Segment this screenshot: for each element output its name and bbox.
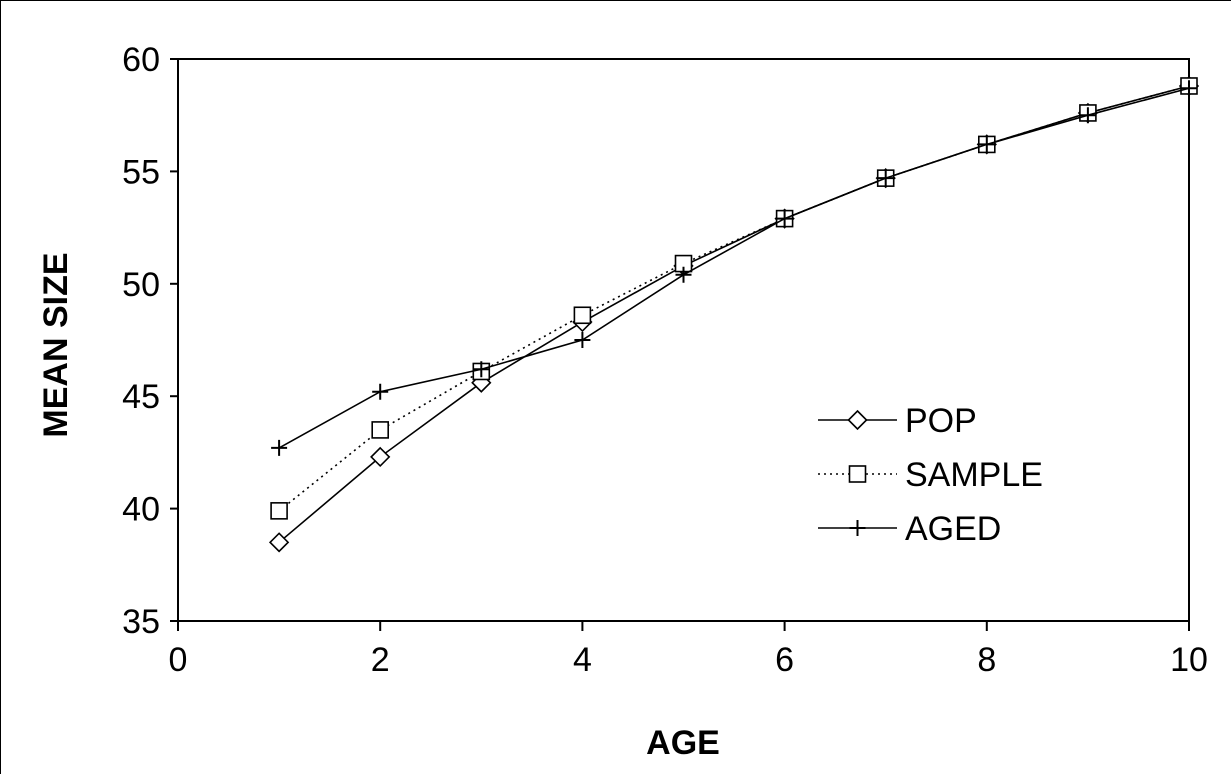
data-point-aged bbox=[776, 210, 793, 227]
data-point-aged bbox=[1079, 107, 1096, 124]
y-tick-label: 55 bbox=[122, 153, 160, 191]
data-point-pop bbox=[370, 446, 391, 468]
series-line-pop bbox=[278, 85, 1190, 543]
series-line-aged bbox=[278, 87, 1190, 449]
legend-marker-aged bbox=[849, 520, 866, 536]
x-tick-label: 0 bbox=[169, 641, 188, 679]
x-tick-label: 6 bbox=[775, 641, 794, 679]
y-tick-label: 45 bbox=[122, 378, 160, 416]
x-tick-label: 2 bbox=[371, 641, 390, 679]
legend-marker-sample bbox=[848, 465, 867, 483]
data-point-sample bbox=[573, 306, 592, 325]
data-point-aged bbox=[473, 361, 490, 378]
x-tick-label: 4 bbox=[573, 641, 592, 679]
series-layer bbox=[268, 75, 1200, 553]
data-point-sample bbox=[371, 421, 390, 439]
legend-item-sample: SAMPLE bbox=[818, 456, 1043, 494]
legend-item-pop: POP bbox=[818, 402, 977, 440]
data-point-pop bbox=[268, 532, 290, 553]
legend-label-sample: SAMPLE bbox=[905, 456, 1043, 494]
series-line-sample bbox=[278, 85, 1190, 512]
x-axis-title: AGE bbox=[646, 724, 720, 762]
data-point-aged bbox=[271, 439, 288, 456]
y-tick-label: 35 bbox=[122, 603, 160, 641]
series-aged bbox=[271, 80, 1197, 456]
plot-area bbox=[177, 58, 1190, 622]
data-point-sample bbox=[270, 502, 288, 520]
data-point-aged bbox=[372, 383, 389, 400]
legend: POP SAMPLE AGED bbox=[818, 402, 1043, 548]
data-point-aged bbox=[978, 136, 995, 153]
legend-label-pop: POP bbox=[905, 402, 977, 440]
x-tick-label: 8 bbox=[977, 641, 996, 679]
y-tick-label: 40 bbox=[122, 491, 160, 529]
y-tick-label: 50 bbox=[122, 266, 160, 304]
data-point-aged bbox=[675, 266, 692, 283]
y-tick-label: 60 bbox=[122, 41, 160, 79]
legend-label-aged: AGED bbox=[905, 510, 1001, 548]
x-axis-ticks: 0 2 4 6 8 10 bbox=[169, 621, 1208, 679]
data-point-aged bbox=[1181, 80, 1197, 97]
legend-item-aged: AGED bbox=[818, 510, 1001, 548]
data-point-aged bbox=[877, 170, 894, 187]
y-axis-ticks: 35 40 45 50 55 60 bbox=[122, 41, 178, 641]
data-point-aged bbox=[574, 332, 591, 348]
x-tick-label: 10 bbox=[1170, 641, 1208, 679]
y-axis-title: MEAN SIZE bbox=[37, 252, 75, 437]
legend-marker-pop bbox=[847, 409, 868, 431]
